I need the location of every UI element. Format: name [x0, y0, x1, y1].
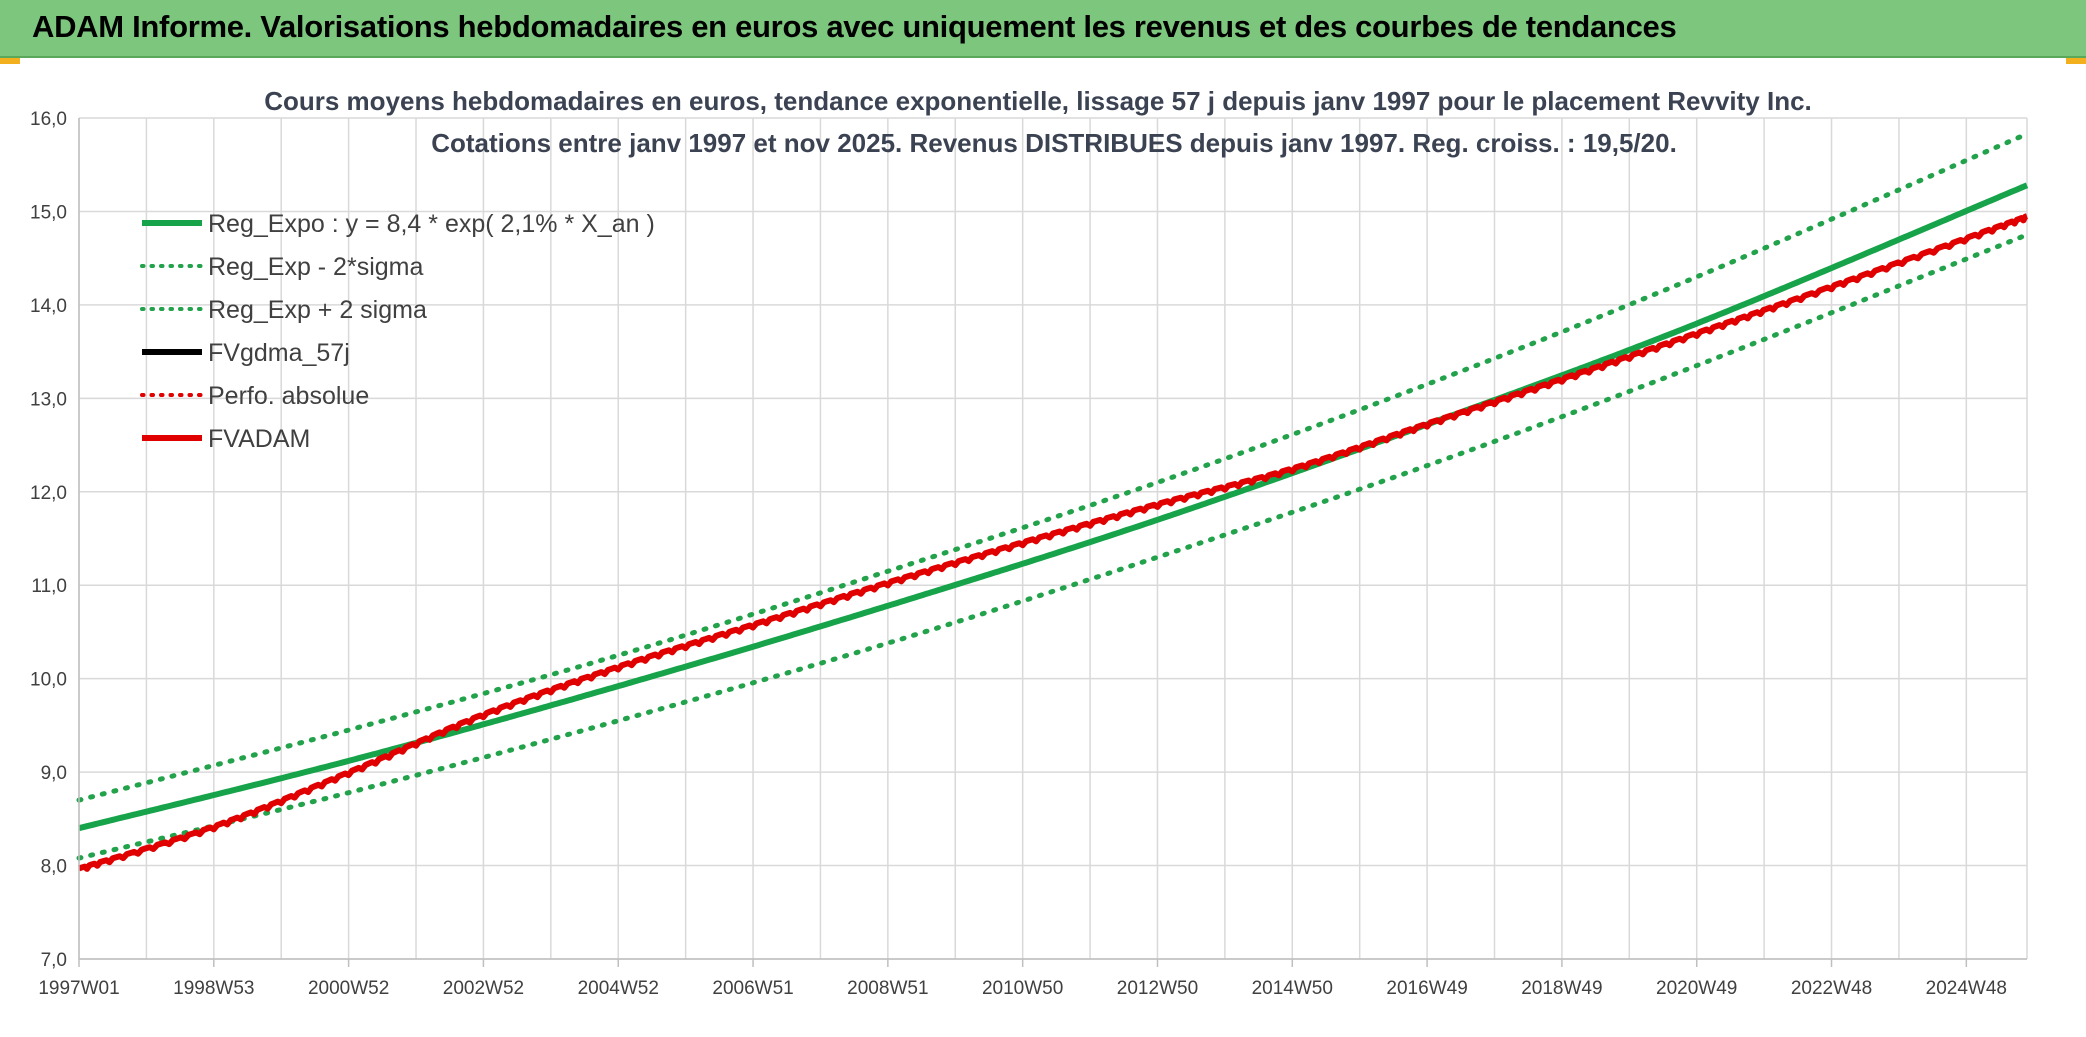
legend-label: Perfo. absolue	[208, 382, 369, 410]
y-tick-label: 7,0	[41, 950, 67, 971]
y-tick-label: 8,0	[41, 857, 67, 878]
x-tick-label: 1998W53	[173, 978, 254, 999]
legend-label: FVADAM	[208, 425, 310, 453]
banner-title: ADAM Informe. Valorisations hebdomadaire…	[32, 9, 1677, 44]
x-tick-label: 1997W01	[38, 978, 119, 999]
corner-accent-left	[0, 56, 20, 64]
y-tick-label: 15,0	[30, 202, 67, 223]
y-tick-label: 14,0	[30, 296, 67, 317]
chart-container: 7,0 8,0 9,0 10,0 11,0 12,0 13,0 14,0 15,0 16,0 199…	[0, 58, 2086, 1037]
y-tick-label: 12,0	[30, 483, 67, 504]
chart-title-line-2: Cotations entre janv 1997 et nov 2025. R…	[431, 128, 1677, 158]
y-tick-label: 10,0	[30, 670, 67, 691]
x-tick-label: 2024W48	[1926, 978, 2007, 999]
x-tick-label: 2016W49	[1386, 978, 1467, 999]
series-reg-plus-2sigma	[76, 131, 2030, 803]
series-reg-expo	[77, 182, 2029, 832]
x-tick-label: 2012W50	[1117, 978, 1198, 999]
series-reg-minus-2sigma	[76, 232, 2030, 861]
legend-label: Reg_Exp - 2*sigma	[208, 253, 423, 281]
x-tick-label: 2004W52	[578, 978, 659, 999]
x-tick-label: 2018W49	[1521, 978, 1602, 999]
corner-accent-right	[2066, 56, 2086, 64]
x-tick-label: 2002W52	[443, 978, 524, 999]
y-tick-label: 9,0	[41, 763, 67, 784]
chart-title-line-1: Cours moyens hebdomadaires en euros, ten…	[264, 86, 1812, 116]
legend-label: Reg_Exp + 2 sigma	[208, 296, 427, 324]
legend: Reg_Expo : y = 8,4 * exp( 2,1% * X_an ) R…	[140, 210, 655, 453]
legend-label: FVgdma_57j	[208, 339, 350, 367]
report-banner: ADAM Informe. Valorisations hebdomadaire…	[0, 0, 2086, 58]
grid-layer	[78, 117, 2028, 960]
x-tick-label: 2022W48	[1791, 978, 1872, 999]
legend-label: Reg_Expo : y = 8,4 * exp( 2,1% * X_an )	[208, 210, 655, 238]
x-tick-label: 2006W51	[712, 978, 793, 999]
x-tick-label: 2020W49	[1656, 978, 1737, 999]
x-tick-label: 2010W50	[982, 978, 1063, 999]
y-tick-label: 11,0	[31, 576, 67, 597]
x-tick-label: 2014W50	[1252, 978, 1333, 999]
chart-svg: 7,0 8,0 9,0 10,0 11,0 12,0 13,0 14,0 15,0 16,0 199…	[30, 109, 2030, 999]
x-tick-label: 2008W51	[847, 978, 928, 999]
series-fvadam	[77, 213, 2029, 872]
series-layer	[76, 131, 2030, 872]
x-tick-label: 2000W52	[308, 978, 389, 999]
y-tick-label: 13,0	[30, 389, 67, 410]
y-tick-label: 16,0	[30, 109, 67, 130]
axis-layer: 7,0 8,0 9,0 10,0 11,0 12,0 13,0 14,0 15,0 16,0 199…	[30, 109, 2027, 999]
